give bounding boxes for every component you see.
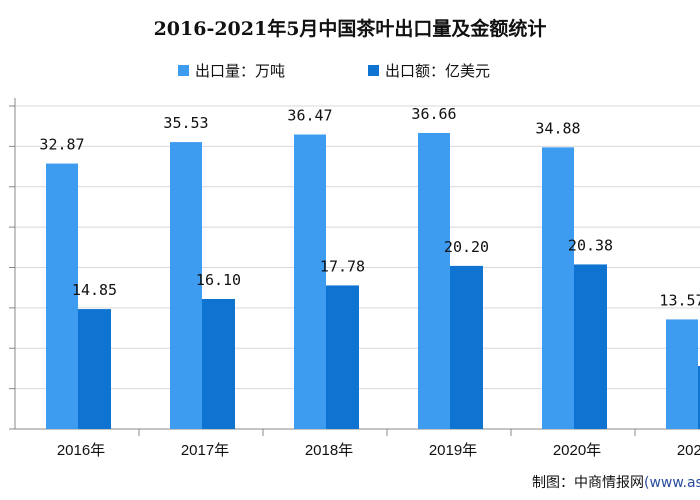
x-tick-label: 2018年 — [305, 442, 353, 459]
x-tick-label: 2021年 — [677, 442, 700, 459]
x-tick-label: 2017年 — [181, 442, 229, 459]
data-label: 32.87 — [39, 136, 84, 154]
legend-item-volume: 出口量：万吨 — [178, 60, 285, 81]
bar-value — [326, 285, 359, 429]
bar-volume — [294, 134, 326, 429]
source-prefix: 制图：中商情报网 — [532, 475, 644, 491]
bar-volume — [666, 319, 698, 429]
data-label: 35.53 — [163, 114, 208, 132]
bar-volume — [170, 142, 202, 429]
bar-volume — [542, 147, 574, 429]
x-tick-label: 2020年 — [553, 442, 601, 459]
data-label: 36.66 — [411, 105, 456, 123]
data-label: 20.38 — [568, 236, 613, 254]
bar-value — [78, 309, 111, 429]
legend-label: 出口量：万吨 — [195, 62, 286, 80]
data-label: 17.78 — [320, 257, 365, 275]
legend-swatch — [368, 65, 379, 76]
bar-value — [574, 264, 607, 429]
bar-value — [202, 298, 235, 429]
data-label: 36.47 — [287, 107, 332, 125]
legend-swatch — [178, 65, 189, 76]
data-label: 14.85 — [72, 281, 117, 299]
data-label: 20.20 — [444, 238, 489, 256]
bar-value — [450, 265, 483, 429]
x-tick-label: 2019年 — [429, 442, 477, 459]
data-label: 34.88 — [535, 119, 580, 137]
data-label: 13.57 — [659, 291, 700, 309]
source-url: (www.ask — [644, 475, 700, 491]
chart-title: 2016-2021年5月中国茶叶出口量及金额统计 — [153, 18, 547, 40]
bar-volume — [418, 132, 450, 429]
bar-volume — [46, 163, 78, 429]
data-label: 16.10 — [196, 271, 241, 289]
legend-label: 出口额：亿美元 — [385, 62, 491, 80]
source-note: 制图：中商情报网(www.ask — [532, 472, 700, 492]
bar-value — [698, 366, 700, 429]
legend-item-value: 出口额：亿美元 — [368, 60, 490, 81]
x-tick-label: 2016年 — [57, 442, 105, 459]
